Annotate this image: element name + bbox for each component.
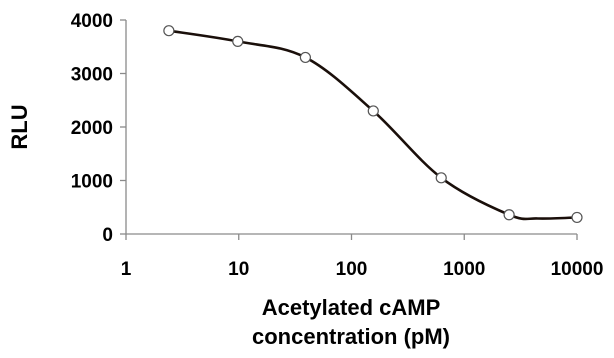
y-tick-label: 0 [102,225,113,246]
x-tick-label: 10 [228,259,249,280]
y-tick-label: 4000 [71,11,113,32]
data-point [435,172,447,184]
fitted-curve [168,29,578,221]
data-point [571,211,583,224]
x-axis-ticks: 1 10 100 1000 10000 [121,234,604,280]
data-point [503,209,515,221]
x-tick-label: 1 [121,259,132,280]
x-tick-label: 100 [336,259,368,280]
y-tick-label: 3000 [71,65,113,86]
axes [125,20,577,235]
data-point [299,51,311,64]
y-tick-label: 1000 [71,172,113,193]
y-axis-ticks: 0 1000 2000 3000 4000 [71,11,126,246]
data-point [232,35,244,48]
data-point [163,25,175,37]
x-tick-label: 1000 [443,259,485,280]
data-point [367,105,379,117]
x-axis-title-line-2: concentration (pM) [252,324,450,349]
x-axis-title-line-1: Acetylated cAMP [262,295,441,320]
y-tick-label: 2000 [71,118,113,139]
y-axis-title: RLU [7,104,32,149]
data-points [163,25,583,224]
x-tick-label: 10000 [551,259,604,280]
